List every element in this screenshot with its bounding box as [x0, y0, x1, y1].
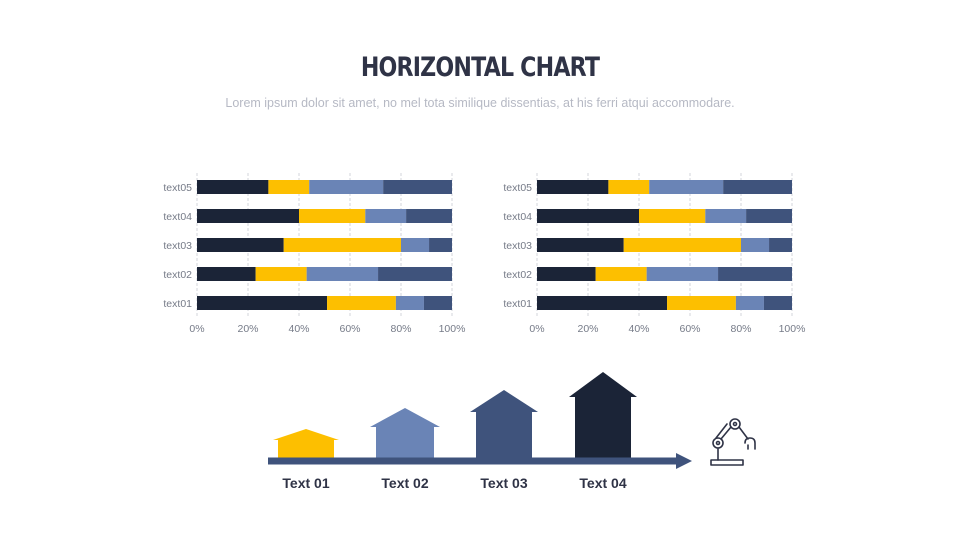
x-tick-label: 100% [779, 323, 806, 335]
bar-segment [639, 209, 706, 223]
bar-segment [309, 180, 384, 194]
progress-arrow-head [676, 453, 692, 469]
bar-segment [537, 267, 596, 281]
y-category-label: text04 [503, 211, 532, 223]
bar-segment [283, 238, 401, 252]
bar-segment [608, 180, 650, 194]
robot-arm-icon [710, 418, 756, 466]
bar-segment [395, 296, 424, 310]
bar-segment [741, 238, 770, 252]
x-tick-label: 60% [679, 323, 700, 335]
bar-segment [537, 296, 668, 310]
y-category-label: text04 [163, 211, 192, 223]
bar-segment [705, 209, 747, 223]
y-category-label: text02 [503, 269, 532, 281]
step-label-1: Text 01 [282, 475, 330, 491]
step-house-3 [470, 390, 538, 458]
x-tick-label: 60% [339, 323, 360, 335]
bar-segment [406, 209, 452, 223]
x-tick-label: 40% [628, 323, 649, 335]
step-house-1 [273, 429, 339, 458]
bar-segment [197, 209, 299, 223]
step-label-2: Text 02 [381, 475, 429, 491]
bar-segment [197, 296, 328, 310]
bar-segment [429, 238, 452, 252]
bar-segment [723, 180, 792, 194]
x-tick-label: 0% [529, 323, 544, 335]
step-house-4 [569, 372, 637, 458]
x-tick-label: 100% [439, 323, 466, 335]
bar-segment [537, 209, 639, 223]
bar-segment [383, 180, 452, 194]
bar-segment [401, 238, 430, 252]
bar-segment [423, 296, 452, 310]
x-tick-label: 80% [390, 323, 411, 335]
x-tick-label: 0% [189, 323, 204, 335]
y-category-label: text03 [503, 240, 532, 252]
bar-segment [667, 296, 736, 310]
y-category-label: text03 [163, 240, 192, 252]
bar-segment [299, 209, 366, 223]
bar-segment [595, 267, 647, 281]
bar-segment [268, 180, 310, 194]
page-subtitle: Lorem ipsum dolor sit amet, no mel tota … [225, 96, 735, 110]
step-house-2 [370, 408, 440, 458]
x-tick-label: 20% [237, 323, 258, 335]
step-label-4: Text 04 [579, 475, 627, 491]
x-tick-label: 80% [730, 323, 751, 335]
bar-segment [537, 180, 609, 194]
bar-segment [537, 238, 624, 252]
bar-segment [378, 267, 452, 281]
bar-segment [327, 296, 396, 310]
y-category-label: text02 [163, 269, 192, 281]
bar-segment [306, 267, 379, 281]
bar-segment [197, 238, 284, 252]
stacked-bar-chart-right: 0% 20% 40% 60% 80% 100% text05 text04 text03 text… [503, 173, 806, 335]
bar-segment [197, 180, 269, 194]
y-category-label: text05 [163, 182, 192, 194]
bar-segment [646, 267, 719, 281]
page-title: HORIZONTAL CHART [360, 52, 600, 83]
bar-segment [365, 209, 407, 223]
y-category-label: text01 [503, 298, 532, 310]
bar-segment [763, 296, 792, 310]
bar-segment [623, 238, 741, 252]
bar-segment [746, 209, 792, 223]
bar-segment [197, 267, 256, 281]
x-tick-label: 20% [577, 323, 598, 335]
stacked-bar-chart-left: 0% 20% 40% 60% 80% 100% text05 text04 text03 text… [163, 173, 466, 335]
step-label-3: Text 03 [480, 475, 528, 491]
bar-segment [769, 238, 792, 252]
y-category-label: text01 [163, 298, 192, 310]
bar-segment [718, 267, 792, 281]
x-tick-label: 40% [288, 323, 309, 335]
bar-segment [255, 267, 307, 281]
bar-segment [735, 296, 764, 310]
y-category-label: text05 [503, 182, 532, 194]
bar-segment [649, 180, 724, 194]
